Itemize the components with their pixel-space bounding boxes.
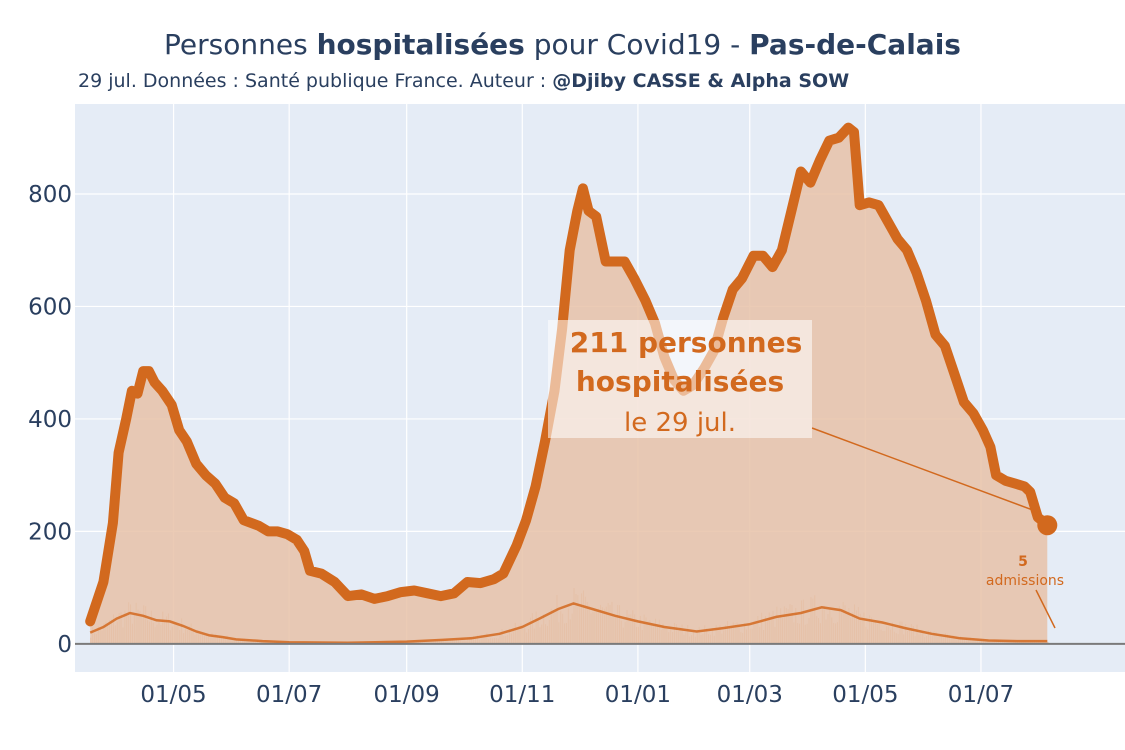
last-point-marker [1037,515,1058,536]
y-tick-label: 0 [57,632,72,658]
x-tick-label: 01/03 [717,682,783,708]
annotation-line2: hospitalisées [576,365,784,398]
admissions-annotation-value: 5 [1018,554,1028,570]
annotation-line1: 211 personnes [570,326,802,359]
annotation-line3: le 29 jul. [624,408,736,438]
x-tick-label: 01/11 [489,682,555,708]
admissions-annotation-label: admissions [986,573,1064,589]
chart-subtitle: 29 jul. Données : Santé publique France.… [78,70,850,92]
y-tick-label: 800 [28,182,72,208]
x-tick-label: 01/01 [605,682,671,708]
chart-title: Personnes hospitalisées pour Covid19 - P… [164,28,961,61]
annotation-box [548,320,812,438]
x-tick-label: 01/09 [374,682,440,708]
x-axis: 01/05 01/07 01/09 01/11 01/01 01/03 01/05 01/07 [140,682,1014,708]
y-axis: 0 200 400 600 800 [28,182,72,658]
x-tick-label: 01/07 [256,682,322,708]
admissions-annotation-arrow [1035,589,1056,629]
y-tick-label: 400 [28,407,72,433]
x-tick-label: 01/05 [140,682,206,708]
x-tick-label: 01/07 [948,682,1014,708]
x-tick-label: 01/05 [832,682,898,708]
hospitalisations-line [85,122,1053,627]
admissions-line [89,602,1048,645]
y-tick-label: 600 [28,294,72,320]
annotation-arrow [811,427,1042,514]
y-tick-label: 200 [28,519,72,545]
